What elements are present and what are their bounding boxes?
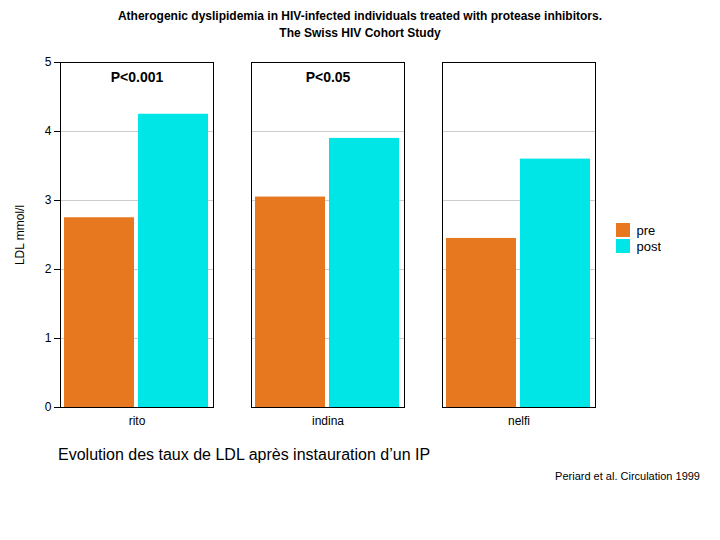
svg-text:4: 4 xyxy=(45,124,52,138)
svg-text:2: 2 xyxy=(45,262,52,276)
svg-text:0: 0 xyxy=(45,400,52,414)
svg-text:LDL mmol/l: LDL mmol/l xyxy=(13,205,27,265)
html-text:pre: pre xyxy=(636,222,656,238)
html-text:Atherogenic dyslipidemia in HI: Atherogenic dyslipidemia in HIV-infected… xyxy=(118,9,602,23)
html-text:The Swiss HIV Cohort Study: The Swiss HIV Cohort Study xyxy=(279,26,441,40)
svg-text:rito: rito xyxy=(129,414,146,428)
svg-text:nelfi: nelfi xyxy=(508,414,530,428)
svg-text:P<0.001: P<0.001 xyxy=(111,69,164,85)
svg-text:5: 5 xyxy=(45,55,52,69)
html-text:Evolution des taux de LDL aprè: Evolution des taux de LDL après instaura… xyxy=(58,446,431,463)
html-text:post: post xyxy=(636,238,662,254)
html-text:Periard et al. Circulation 199: Periard et al. Circulation 1999 xyxy=(555,470,700,482)
svg-text:3: 3 xyxy=(45,193,52,207)
svg-text:1: 1 xyxy=(45,331,52,345)
svg-text:P<0.05: P<0.05 xyxy=(306,69,351,85)
svg-text:indina: indina xyxy=(312,414,344,428)
